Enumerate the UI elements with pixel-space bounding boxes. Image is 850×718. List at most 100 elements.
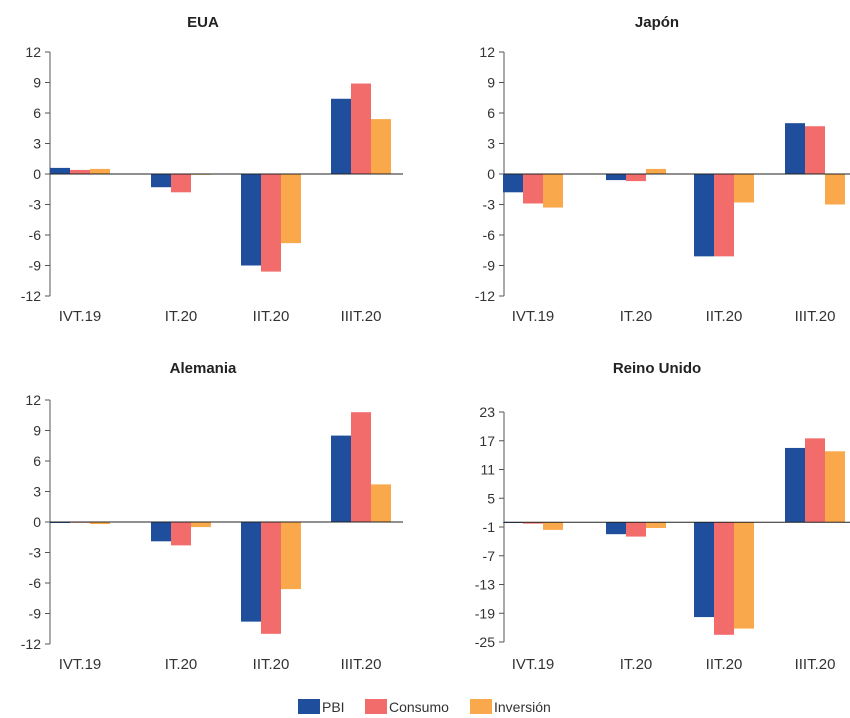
x-tick-label: IIIT.20 (341, 656, 382, 673)
y-tick-label: -6 (29, 575, 42, 591)
legend-label: PBI (322, 699, 345, 715)
x-tick-label: IIIT.20 (341, 308, 382, 325)
bar-consumo (626, 522, 646, 537)
bar-inversin (825, 174, 845, 205)
chart-title: Reino Unido (613, 360, 701, 377)
chart-title: EUA (187, 14, 219, 31)
y-tick-label: -3 (29, 545, 42, 561)
y-tick-label: 6 (33, 453, 41, 469)
bar-consumo (714, 174, 734, 257)
x-tick-label: IT.20 (165, 308, 198, 325)
legend: PBI Consumo Inversión (298, 699, 551, 715)
y-tick-label: -19 (475, 605, 495, 621)
y-tick-label: -12 (21, 636, 41, 652)
y-tick-label: 11 (480, 462, 495, 478)
bar-pbi (50, 167, 70, 174)
chart-panel: Reino Unido 23 17 11 5 -1 -7 -13 -19 -25 IVT.19 IT.… (475, 360, 850, 673)
bar-pbi (606, 522, 626, 535)
chart-panel: Alemania 12 9 6 3 0 -3 -6 -9 -12 IVT.19 IT.20 IIT.20… (21, 360, 403, 673)
x-tick-label: IIT.20 (706, 656, 743, 673)
bar-inversin (543, 522, 563, 530)
bar-inversin (646, 168, 666, 174)
bar-pbi (241, 522, 261, 622)
chart-title: Alemania (170, 360, 237, 377)
bar-inversin (646, 522, 666, 528)
bar-inversin (281, 174, 301, 244)
y-tick-label: -9 (483, 258, 496, 274)
charts-grid: EUA 12 9 6 3 0 -3 -6 -9 -12 IVT.19 IT.20 IIT.20 IIIT.… (21, 14, 850, 673)
bar-pbi (151, 174, 171, 188)
bar-inversin (543, 174, 563, 208)
y-tick-label: -1 (483, 519, 496, 535)
x-tick-label: IVT.19 (512, 308, 555, 325)
y-tick-label: 9 (487, 75, 495, 91)
y-tick-label: 23 (479, 404, 495, 420)
bar-consumo (805, 126, 825, 174)
x-tick-label: IIT.20 (253, 308, 290, 325)
y-tick-label: 12 (25, 44, 41, 60)
y-tick-label: 6 (33, 105, 41, 121)
bar-consumo (261, 522, 281, 634)
y-tick-label: 12 (25, 392, 41, 408)
y-tick-label: 0 (33, 514, 41, 530)
x-tick-label: IIT.20 (253, 656, 290, 673)
legend-swatch (470, 699, 492, 714)
y-tick-label: 9 (33, 423, 41, 439)
y-tick-label: -6 (29, 227, 42, 243)
bar-pbi (785, 123, 805, 174)
legend-item: Consumo (365, 699, 449, 715)
bar-pbi (503, 174, 523, 193)
bar-inversin (371, 119, 391, 174)
y-tick-label: -3 (29, 197, 42, 213)
y-tick-label: -12 (475, 288, 495, 304)
y-tick-label: 6 (487, 105, 495, 121)
x-tick-label: IT.20 (620, 656, 653, 673)
bar-inversin (371, 484, 391, 522)
x-tick-label: IIT.20 (706, 308, 743, 325)
x-tick-label: IT.20 (620, 308, 653, 325)
bar-consumo (523, 174, 543, 204)
bar-inversin (191, 522, 211, 528)
bar-consumo (70, 169, 90, 174)
legend-item: PBI (298, 699, 345, 715)
y-tick-label: -25 (475, 634, 495, 650)
x-tick-label: IVT.19 (59, 308, 102, 325)
bar-pbi (606, 174, 626, 181)
y-tick-label: 12 (479, 44, 495, 60)
bar-pbi (785, 447, 805, 523)
bar-consumo (523, 522, 543, 524)
bar-inversin (734, 174, 754, 203)
bar-inversin (281, 522, 301, 590)
x-tick-label: IVT.19 (59, 656, 102, 673)
bar-consumo (351, 83, 371, 174)
bar-inversin (825, 451, 845, 523)
y-tick-label: 17 (479, 433, 495, 449)
bar-pbi (694, 174, 714, 257)
bar-pbi (331, 435, 351, 522)
bar-consumo (171, 522, 191, 546)
bar-inversin (734, 522, 754, 629)
bar-pbi (50, 522, 70, 524)
y-tick-label: -9 (29, 258, 42, 274)
legend-label: Inversión (494, 699, 551, 715)
y-tick-label: 0 (33, 166, 41, 182)
bar-inversin (90, 168, 110, 174)
bar-pbi (331, 98, 351, 174)
y-tick-label: 3 (33, 484, 41, 500)
legend-item: Inversión (470, 699, 551, 715)
x-tick-label: IT.20 (165, 656, 198, 673)
y-tick-label: 9 (33, 75, 41, 91)
bar-consumo (805, 438, 825, 523)
chart-title: Japón (635, 14, 679, 31)
bar-consumo (171, 174, 191, 193)
x-tick-label: IIIT.20 (795, 656, 836, 673)
bar-inversin (90, 522, 110, 525)
bar-consumo (714, 522, 734, 635)
legend-label: Consumo (389, 699, 449, 715)
y-tick-label: -3 (483, 197, 496, 213)
y-tick-label: -13 (475, 577, 495, 593)
legend-swatch (298, 699, 320, 714)
y-tick-label: -9 (29, 606, 42, 622)
chart-panel: Japón 12 9 6 3 0 -3 -6 -9 -12 IVT.19 IT.20 IIT.20 III… (475, 14, 850, 325)
